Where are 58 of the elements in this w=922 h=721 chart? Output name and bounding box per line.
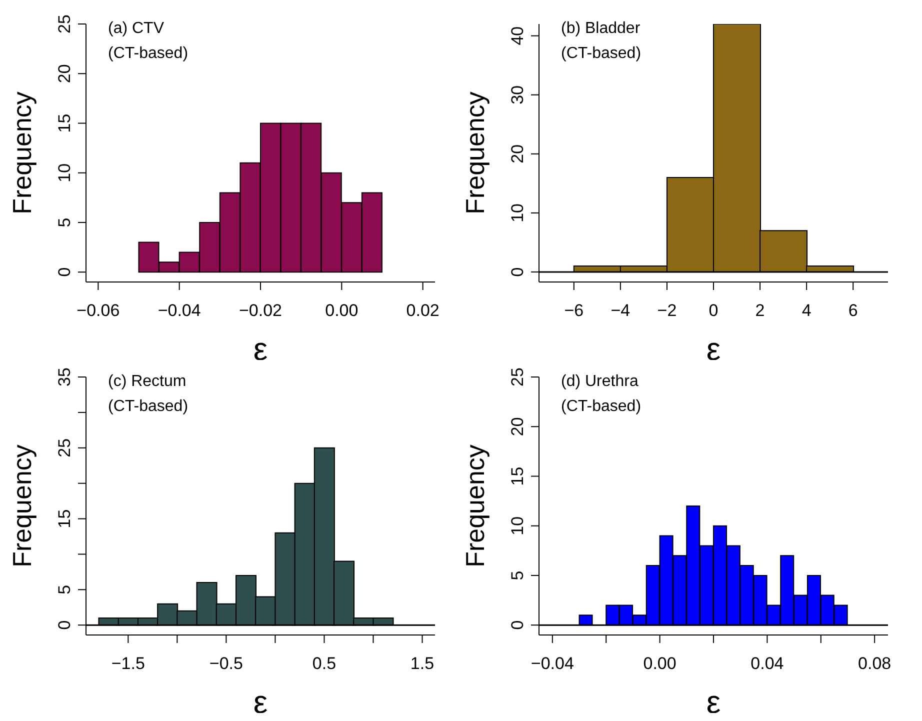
x-tick-label: −1.5 bbox=[111, 654, 145, 673]
chart-title: (c) Rectum bbox=[108, 372, 188, 392]
text: (CT-based) bbox=[561, 44, 642, 64]
y-tick-label: 0 bbox=[508, 620, 527, 630]
x-tick-label: −0.02 bbox=[238, 301, 282, 320]
y-tick-label: 15 bbox=[55, 509, 74, 528]
x-tick-label: 4 bbox=[802, 301, 812, 320]
text: (CT-based) bbox=[108, 397, 188, 417]
x-tick-label: 0.5 bbox=[312, 654, 336, 673]
x-tick-label: −0.04 bbox=[158, 301, 201, 320]
x-tick-label: −0.04 bbox=[530, 654, 574, 673]
y-tick-label: 25 bbox=[55, 438, 74, 458]
chart-title: (b) Bladder bbox=[561, 19, 642, 39]
x-tick-label: −2 bbox=[657, 301, 677, 320]
y-tick-label: 10 bbox=[508, 516, 527, 536]
y-axis-title: Frequency bbox=[7, 92, 38, 214]
y-tick-label: 20 bbox=[508, 417, 527, 436]
x-tick-label: −0.06 bbox=[76, 301, 120, 320]
chart-title: (a) CTV bbox=[108, 19, 165, 39]
y-tick-label: 30 bbox=[508, 85, 527, 104]
y-tick-label: 25 bbox=[508, 368, 527, 386]
x-tick-label: 0 bbox=[708, 301, 718, 320]
x-tick-label: 6 bbox=[848, 301, 858, 320]
text: (CT-based) bbox=[561, 397, 642, 417]
x-tick-label: 0.00 bbox=[325, 301, 358, 320]
y-tick-label: 15 bbox=[55, 114, 74, 133]
y-tick-label: 0 bbox=[55, 267, 74, 277]
x-tick-label: −6 bbox=[564, 301, 584, 320]
y-tick-label: 5 bbox=[55, 218, 74, 228]
y-tick-label: 5 bbox=[508, 570, 527, 580]
x-tick-label: 0.00 bbox=[643, 654, 676, 673]
chart-title: (d) Urethra bbox=[561, 372, 640, 392]
y-tick-label: 15 bbox=[508, 466, 527, 486]
x-axis-title: ε bbox=[253, 331, 268, 367]
x-tick-label: −0.5 bbox=[209, 654, 243, 673]
x-axis-title: ε bbox=[706, 684, 721, 720]
y-tick-label: 0 bbox=[508, 267, 527, 277]
text: (CT-based) bbox=[108, 44, 188, 64]
y-tick-label: 35 bbox=[55, 368, 74, 386]
y-tick-label: 5 bbox=[55, 584, 74, 594]
x-axis-title: ε bbox=[253, 684, 268, 720]
y-tick-label: 10 bbox=[508, 203, 527, 222]
x-tick-label: 0.04 bbox=[750, 654, 784, 673]
y-axis-title: Frequency bbox=[7, 444, 38, 568]
y-tick-label: 0 bbox=[55, 620, 74, 630]
y-tick-label: 10 bbox=[55, 163, 74, 182]
x-tick-label: −4 bbox=[610, 301, 630, 320]
y-tick-label: 25 bbox=[55, 14, 74, 34]
x-tick-label: 1.5 bbox=[410, 654, 434, 673]
y-axis-title: Frequency bbox=[460, 92, 490, 214]
y-tick-label: 40 bbox=[508, 26, 527, 46]
x-tick-label: 0.02 bbox=[406, 301, 440, 320]
x-axis-title: ε bbox=[706, 331, 721, 367]
y-axis-title: Frequency bbox=[460, 444, 490, 568]
x-tick-label: 0.08 bbox=[858, 654, 892, 673]
y-tick-label: 20 bbox=[55, 64, 74, 84]
x-tick-label: 2 bbox=[755, 301, 765, 320]
y-tick-label: 20 bbox=[508, 144, 527, 164]
